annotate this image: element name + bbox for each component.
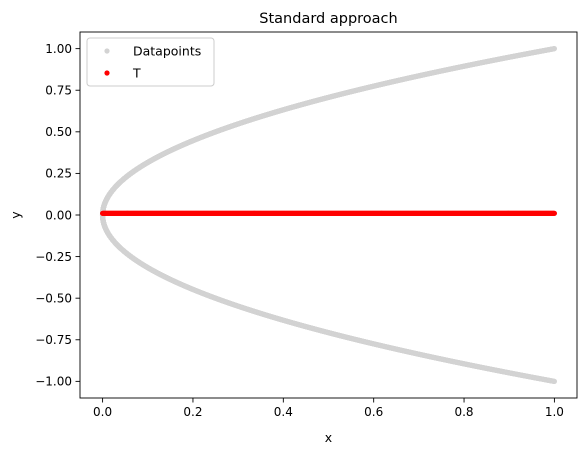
series-t	[99, 210, 558, 216]
datapoint-marker	[551, 46, 558, 52]
series-datapoints	[99, 46, 558, 384]
datapoint-marker	[551, 378, 558, 384]
